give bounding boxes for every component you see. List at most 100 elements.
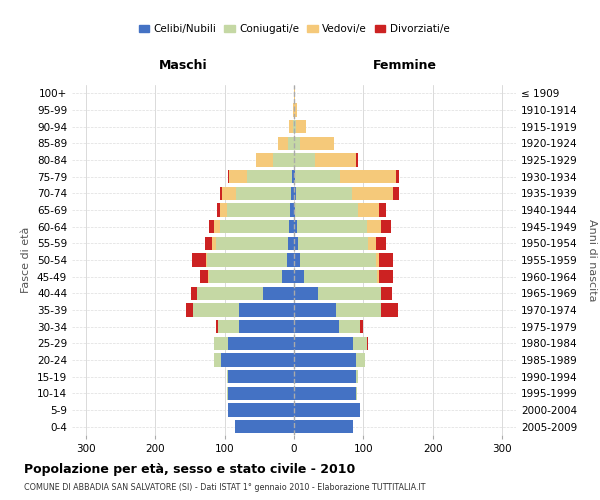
Bar [206,254,207,266]
Bar [356,154,358,166]
Bar [294,420,353,434]
Bar [208,270,209,283]
Bar [356,354,365,366]
Bar [289,236,294,250]
Bar [295,170,340,183]
Bar [207,254,287,266]
Bar [379,270,392,283]
Bar [239,320,294,334]
Bar [214,336,228,350]
Bar [296,120,307,134]
Bar [289,220,294,234]
Bar [200,270,208,283]
Bar [294,154,315,166]
Bar [294,104,298,117]
Bar [294,370,356,384]
Text: Femmine: Femmine [373,58,437,71]
Bar [381,220,391,234]
Bar [294,386,356,400]
Bar [228,370,294,384]
Bar [220,204,227,216]
Bar [315,154,356,166]
Bar [263,286,294,300]
Bar [294,336,353,350]
Bar [367,220,381,234]
Bar [299,136,334,150]
Y-axis label: Anni di nascita: Anni di nascita [587,219,597,301]
Bar [393,186,399,200]
Bar [368,236,376,250]
Bar [292,170,294,183]
Bar [381,304,398,316]
Bar [295,204,358,216]
Bar [294,170,295,183]
Bar [205,236,212,250]
Bar [209,220,214,234]
Bar [281,270,294,283]
Bar [278,136,289,150]
Bar [294,186,296,200]
Bar [197,286,263,300]
Bar [296,186,352,200]
Bar [235,420,294,434]
Bar [273,154,294,166]
Bar [298,236,368,250]
Bar [294,220,298,234]
Bar [209,270,281,283]
Bar [212,236,215,250]
Bar [229,170,247,183]
Bar [236,186,291,200]
Bar [382,286,392,300]
Bar [294,270,304,283]
Bar [352,186,393,200]
Bar [396,170,400,183]
Bar [379,204,386,216]
Bar [294,120,296,134]
Bar [217,320,218,334]
Bar [294,320,339,334]
Bar [221,354,294,366]
Bar [227,370,228,384]
Bar [294,86,295,100]
Bar [239,304,294,316]
Bar [228,170,229,183]
Bar [318,286,381,300]
Bar [228,386,294,400]
Bar [293,104,294,117]
Bar [299,254,376,266]
Bar [294,404,360,416]
Bar [289,136,294,150]
Bar [218,320,239,334]
Bar [340,170,396,183]
Text: Maschi: Maschi [158,58,208,71]
Bar [356,386,357,400]
Bar [381,286,382,300]
Bar [191,286,197,300]
Bar [228,404,294,416]
Bar [335,304,381,316]
Bar [293,120,294,134]
Bar [227,204,290,216]
Bar [377,270,379,283]
Bar [220,220,289,234]
Bar [214,354,221,366]
Bar [294,236,298,250]
Bar [227,386,228,400]
Bar [353,336,367,350]
Text: COMUNE DI ABBADIA SAN SALVATORE (SI) - Dati ISTAT 1° gennaio 2010 - Elaborazione: COMUNE DI ABBADIA SAN SALVATORE (SI) - D… [24,484,425,492]
Bar [376,236,386,250]
Legend: Celibi/Nubili, Coniugati/e, Vedovi/e, Divorziati/e: Celibi/Nubili, Coniugati/e, Vedovi/e, Di… [134,20,454,38]
Bar [367,336,368,350]
Bar [214,220,220,234]
Bar [294,204,295,216]
Bar [294,354,356,366]
Bar [287,254,294,266]
Bar [360,320,364,334]
Bar [294,136,299,150]
Bar [222,186,236,200]
Bar [379,254,393,266]
Bar [294,286,318,300]
Bar [304,270,377,283]
Text: Popolazione per età, sesso e stato civile - 2010: Popolazione per età, sesso e stato civil… [24,462,355,475]
Bar [294,254,299,266]
